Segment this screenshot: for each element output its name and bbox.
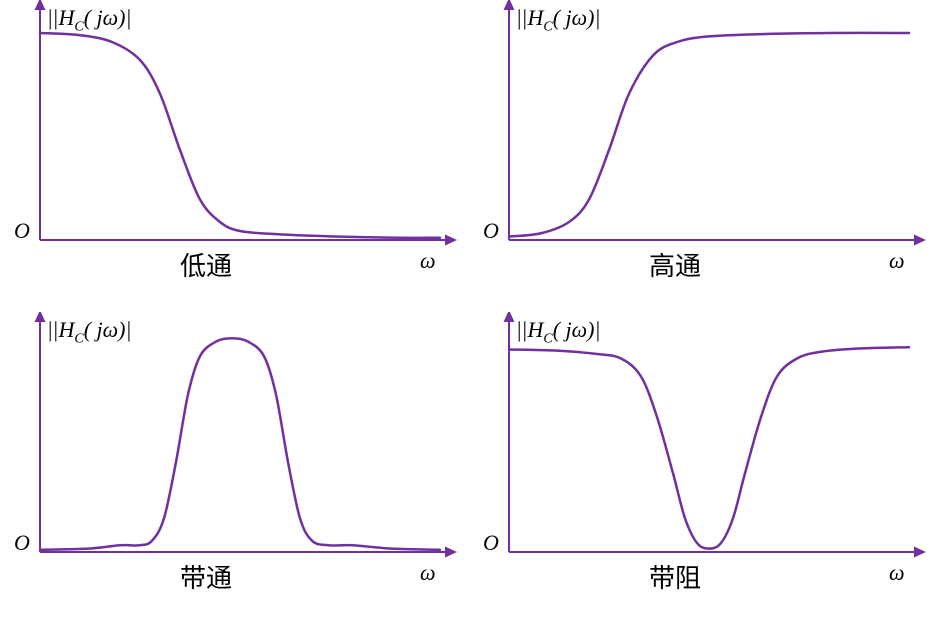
plot-svg	[0, 312, 469, 624]
filter-response-curve	[509, 347, 909, 548]
filter-response-curve	[40, 338, 440, 550]
filter-type-title: 高通	[649, 246, 701, 283]
y-axis-label: ||HC( jω)|	[517, 317, 601, 347]
filter-type-title: 带通	[180, 558, 232, 595]
plot-svg	[469, 0, 938, 312]
x-axis-arrow-icon	[445, 235, 457, 246]
plot-svg	[0, 0, 469, 312]
origin-label: O	[483, 218, 499, 244]
y-axis-label: ||HC( jω)|	[48, 317, 132, 347]
x-axis-arrow-icon	[445, 547, 457, 558]
filter-type-title: 低通	[180, 246, 232, 283]
filter-response-curve	[509, 33, 909, 237]
origin-label: O	[14, 218, 30, 244]
filter-type-title: 带阻	[649, 558, 701, 595]
origin-label: O	[14, 530, 30, 556]
y-axis-arrow-icon	[35, 0, 46, 10]
x-axis-arrow-icon	[914, 547, 926, 558]
x-axis-label: ω	[420, 560, 436, 586]
y-axis-label: ||HC( jω)|	[48, 5, 132, 35]
panel-bandpass: ||HC( jω)| Oω 带通	[0, 312, 469, 624]
filter-response-curve	[40, 33, 440, 238]
y-axis-arrow-icon	[504, 312, 515, 322]
x-axis-arrow-icon	[914, 235, 926, 246]
panel-lowpass: ||HC( jω)| Oω 低通	[0, 0, 469, 312]
x-axis-label: ω	[889, 248, 905, 274]
plot-svg	[469, 312, 938, 624]
panel-highpass: ||HC( jω)| Oω 高通	[469, 0, 938, 312]
y-axis-label: ||HC( jω)|	[517, 5, 601, 35]
x-axis-label: ω	[420, 248, 436, 274]
y-axis-arrow-icon	[35, 312, 46, 322]
panel-bandstop: ||HC( jω)| Oω 带阻	[469, 312, 938, 624]
x-axis-label: ω	[889, 560, 905, 586]
y-axis-arrow-icon	[504, 0, 515, 10]
origin-label: O	[483, 530, 499, 556]
